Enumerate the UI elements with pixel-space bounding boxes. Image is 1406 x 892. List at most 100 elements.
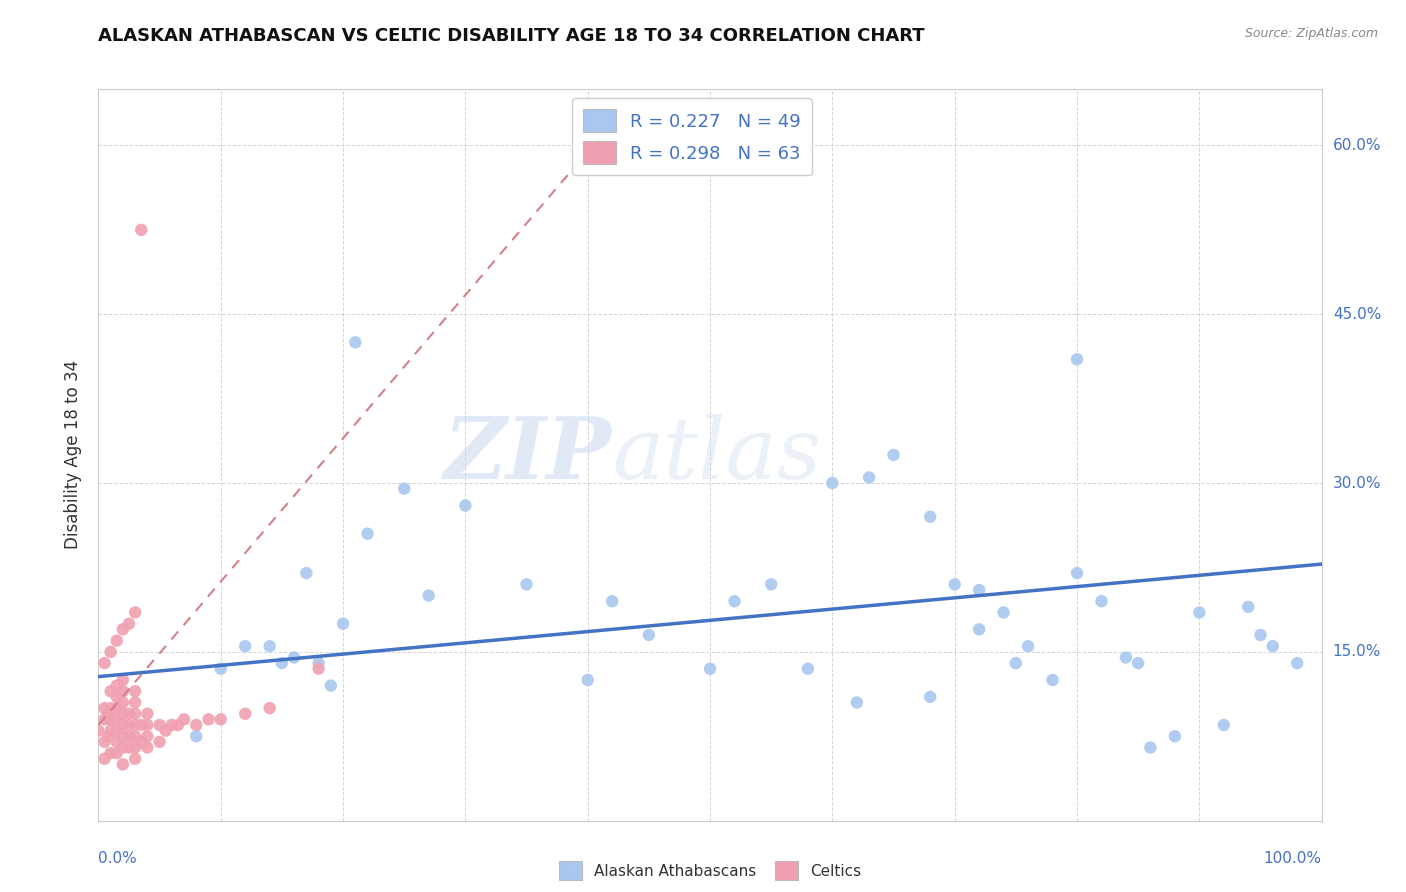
Point (105, 701, 128, 715)
Point (105, 679, 128, 693)
Point (1139, 740, 1161, 755)
Point (1017, 639, 1039, 653)
Point (270, 656, 294, 670)
Point (515, 577, 537, 591)
Point (1286, 656, 1309, 670)
Point (967, 582, 990, 597)
Point (186, 729, 208, 743)
Point (1042, 673, 1064, 687)
Point (1261, 639, 1284, 653)
Point (1212, 718, 1234, 732)
Point (576, 673, 599, 687)
Point (356, 526, 378, 541)
Point (136, 740, 159, 755)
Point (173, 712, 195, 726)
Point (111, 740, 134, 755)
Text: 100.0%: 100.0% (1264, 851, 1322, 866)
Point (233, 706, 256, 721)
Point (723, 594, 745, 608)
Point (136, 718, 159, 732)
Point (105, 723, 128, 738)
Point (149, 718, 172, 732)
Point (118, 740, 141, 755)
Point (129, 735, 152, 749)
Point (1164, 729, 1187, 743)
Point (118, 718, 141, 732)
Text: Source: ZipAtlas.com: Source: ZipAtlas.com (1244, 27, 1378, 40)
Point (100, 701, 122, 715)
Text: 60.0%: 60.0% (1333, 138, 1381, 153)
Point (1004, 656, 1026, 670)
Point (97, 706, 120, 721)
Point (858, 470, 880, 484)
Point (993, 606, 1015, 620)
Point (761, 577, 783, 591)
Point (118, 616, 141, 631)
Text: 0.0%: 0.0% (98, 851, 138, 866)
Point (149, 735, 172, 749)
Point (124, 740, 146, 755)
Point (111, 673, 134, 687)
Point (943, 577, 966, 591)
Point (332, 616, 354, 631)
Point (259, 639, 281, 653)
Point (883, 448, 905, 462)
Point (454, 499, 477, 513)
Text: 15.0%: 15.0% (1333, 644, 1381, 659)
Point (319, 679, 342, 693)
Point (129, 718, 152, 732)
Text: 45.0%: 45.0% (1333, 307, 1381, 322)
Point (155, 723, 177, 738)
Point (118, 706, 141, 721)
Legend: Alaskan Athabascans, Celtics: Alaskan Athabascans, Celtics (553, 855, 868, 886)
Point (124, 684, 146, 698)
Point (124, 606, 146, 620)
Point (97, 729, 120, 743)
Point (209, 712, 232, 726)
Point (100, 684, 122, 698)
Point (1249, 628, 1271, 642)
Point (124, 729, 146, 743)
Point (1237, 599, 1260, 614)
Point (699, 662, 721, 676)
Point (124, 752, 146, 766)
Y-axis label: Disability Age 18 to 34: Disability Age 18 to 34 (65, 360, 83, 549)
Point (100, 746, 122, 760)
Point (600, 594, 623, 608)
Point (845, 696, 868, 710)
Point (93, 712, 115, 726)
Point (111, 706, 134, 721)
Point (124, 706, 146, 721)
Point (93, 752, 115, 766)
Point (167, 718, 190, 732)
Point (124, 696, 146, 710)
Point (111, 623, 134, 637)
Point (283, 650, 305, 665)
Point (1115, 650, 1137, 665)
Point (967, 623, 990, 637)
Point (111, 729, 134, 743)
Point (233, 639, 256, 653)
Point (129, 223, 152, 237)
Point (105, 746, 128, 760)
Point (111, 696, 134, 710)
Point (93, 701, 115, 715)
Point (344, 335, 367, 350)
Point (87, 723, 110, 738)
Point (124, 718, 146, 732)
Text: atlas: atlas (612, 414, 821, 496)
Point (105, 633, 128, 648)
Text: ZIP: ZIP (444, 413, 612, 497)
Point (111, 684, 134, 698)
Point (118, 729, 141, 743)
Point (1128, 656, 1150, 670)
Point (295, 566, 318, 580)
Point (821, 476, 844, 491)
Point (920, 509, 942, 524)
Point (100, 723, 122, 738)
Point (797, 662, 820, 676)
Point (637, 628, 661, 642)
Point (920, 690, 942, 704)
Point (392, 482, 416, 496)
Point (93, 656, 115, 670)
